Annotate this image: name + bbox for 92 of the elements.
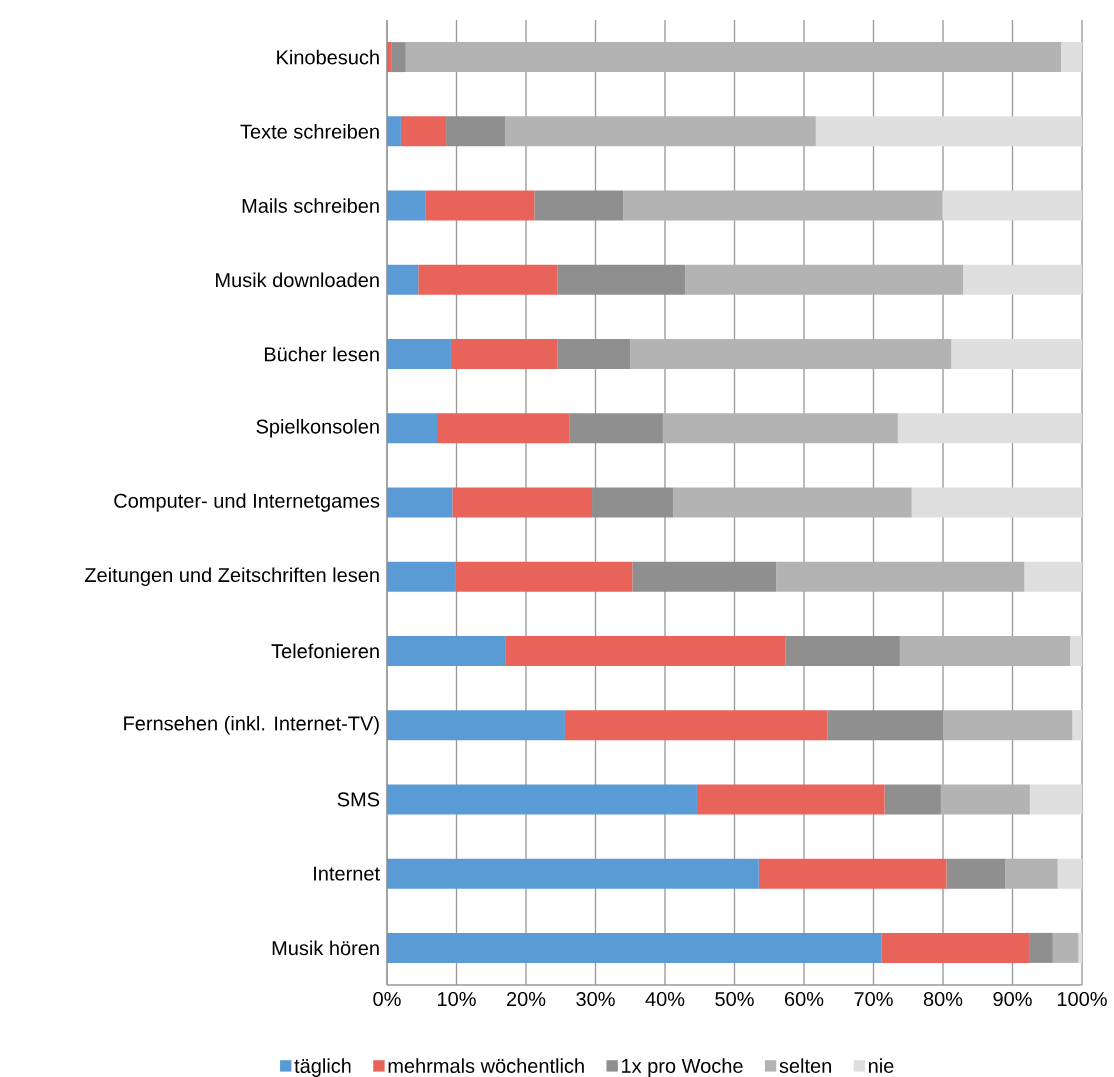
bar [1061, 42, 1082, 73]
bar [387, 190, 426, 221]
bar [387, 339, 451, 370]
y-tick-label: Computer- und Internetgames [114, 493, 380, 512]
bar [881, 932, 1030, 963]
bar [387, 264, 419, 295]
x-tick-label: 90% [993, 991, 1032, 1007]
y-tick-label: Internet [314, 866, 380, 881]
bar [630, 339, 952, 370]
bar [400, 116, 447, 147]
bar [450, 339, 558, 370]
bar [387, 932, 882, 963]
bar [758, 858, 947, 889]
y-tick-label: SMS [337, 792, 380, 807]
bar [943, 710, 1073, 741]
bar [623, 190, 943, 221]
bar [505, 635, 786, 666]
bar [1072, 710, 1082, 741]
bar [963, 264, 1082, 295]
bar [911, 487, 1082, 518]
bar [1005, 858, 1058, 889]
bar [564, 710, 828, 741]
bar [387, 487, 453, 518]
y-tick-label: Bücher lesen [264, 346, 379, 362]
bar [827, 710, 943, 741]
bar [942, 190, 1082, 221]
bar [387, 710, 565, 741]
bar [391, 42, 406, 73]
x-tick-label: 20% [506, 991, 546, 1007]
bar [940, 784, 1030, 815]
x-tick-label: 60% [785, 991, 824, 1007]
bar [534, 190, 624, 221]
x-tick-label: 30% [576, 991, 615, 1007]
bar [815, 116, 1082, 147]
y-tick-label: Telefonieren [271, 643, 379, 659]
legend-label: nie [869, 1058, 894, 1073]
bar [387, 858, 759, 889]
y-tick-label: Musik hören [272, 940, 379, 956]
bar [452, 487, 593, 518]
y-tick-label: Zeitungen und Zeitschriften lesen [84, 567, 379, 587]
bar [1057, 858, 1082, 889]
bar [557, 339, 631, 370]
bar [785, 635, 900, 666]
bar [405, 42, 1062, 73]
bar [776, 561, 1025, 592]
bar [387, 116, 401, 147]
bar [592, 487, 674, 518]
bar [632, 561, 777, 592]
y-tick-label: Mails schreiben [242, 198, 379, 213]
bar [899, 635, 1071, 666]
x-tick-label: 80% [923, 991, 963, 1007]
x-tick-label: 0% [373, 991, 401, 1007]
legend-label: mehrmals wöchentlich [388, 1058, 584, 1073]
bar [557, 264, 686, 295]
bar [418, 264, 558, 295]
legend-label: 1x pro Woche [622, 1058, 743, 1077]
bar [387, 42, 392, 73]
bar [505, 116, 816, 147]
bar [1029, 932, 1053, 963]
bar [1029, 784, 1082, 815]
bar [387, 635, 506, 666]
bar [569, 413, 663, 444]
bar [696, 784, 885, 815]
x-tick-label: 100% [1057, 991, 1107, 1007]
bar [1070, 635, 1082, 666]
bar [673, 487, 912, 518]
y-tick-label: Fernsehen (inkl. Internet-TV) [124, 715, 379, 735]
bar [425, 190, 535, 221]
legend-label: selten [779, 1058, 831, 1073]
bar [897, 413, 1082, 444]
bar [446, 116, 506, 147]
bar [662, 413, 898, 444]
x-tick-label: 50% [715, 991, 754, 1007]
bar [387, 413, 438, 444]
bar [946, 858, 1006, 889]
x-tick-label: 40% [645, 991, 685, 1007]
x-tick-label: 70% [854, 991, 893, 1007]
y-tick-label: Musik downloaden [216, 272, 379, 288]
bar [685, 264, 964, 295]
bar [387, 784, 697, 815]
bar [387, 561, 456, 592]
bar [951, 339, 1082, 370]
x-tick-label: 10% [438, 991, 476, 1007]
bar [884, 784, 941, 815]
bar [1052, 932, 1079, 963]
bar [1024, 561, 1082, 592]
bar [455, 561, 633, 592]
legend-label: täglich [294, 1058, 351, 1077]
y-tick-label: Kinobesuch [277, 49, 379, 65]
y-tick-label: Texte schreiben [240, 124, 379, 139]
bar [437, 413, 570, 444]
y-tick-label: Spielkonsolen [256, 418, 379, 438]
